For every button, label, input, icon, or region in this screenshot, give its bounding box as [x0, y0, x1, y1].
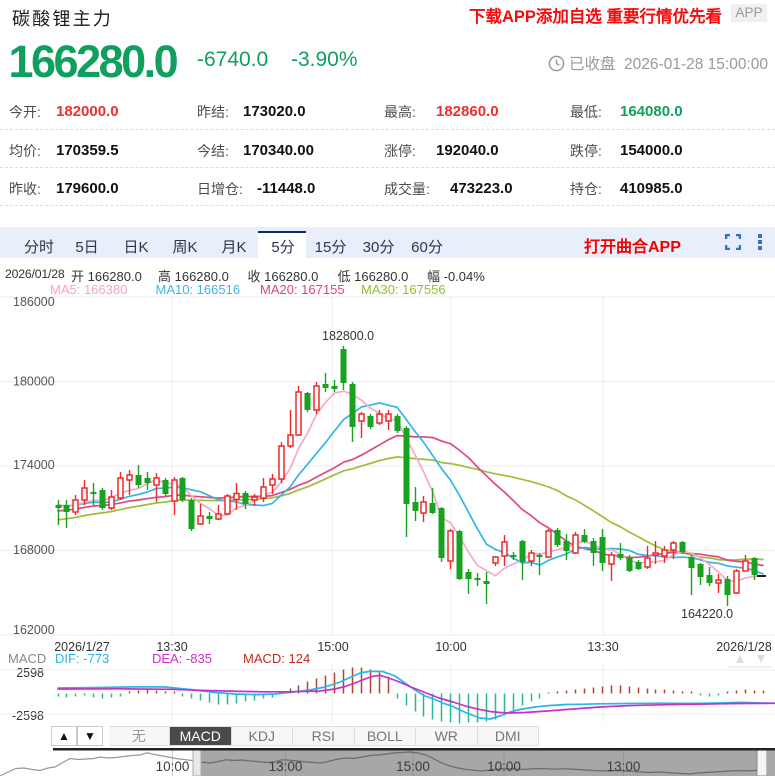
svg-text:10:00: 10:00 [487, 759, 521, 774]
svg-text:162000: 162000 [13, 623, 55, 637]
svg-text:168000: 168000 [13, 543, 55, 557]
svg-text:2598: 2598 [16, 666, 44, 680]
svg-text:2026/1/28: 2026/1/28 [716, 640, 772, 654]
svg-text:MACD: MACD [8, 651, 46, 666]
svg-text:2026/1/27: 2026/1/27 [54, 640, 110, 654]
svg-text:-2598: -2598 [12, 709, 44, 723]
svg-text:10:00: 10:00 [435, 640, 466, 654]
svg-text:13:30: 13:30 [156, 640, 187, 654]
svg-text:174000: 174000 [13, 458, 55, 472]
svg-text:13:00: 13:00 [607, 759, 641, 774]
svg-text:DIF: -773: DIF: -773 [55, 651, 109, 666]
svg-text:15:00: 15:00 [317, 640, 348, 654]
svg-text:180000: 180000 [13, 375, 55, 389]
svg-text:13:00: 13:00 [269, 759, 303, 774]
svg-text:15:00: 15:00 [396, 759, 430, 774]
svg-text:164220.0: 164220.0 [681, 607, 733, 621]
svg-text:13:30: 13:30 [587, 640, 618, 654]
svg-text:186000: 186000 [13, 296, 55, 309]
svg-text:10:00: 10:00 [156, 759, 190, 774]
svg-text:182800.0: 182800.0 [322, 329, 374, 343]
svg-text:MACD: 124: MACD: 124 [243, 651, 310, 666]
svg-text:DEA: -835: DEA: -835 [152, 651, 212, 666]
